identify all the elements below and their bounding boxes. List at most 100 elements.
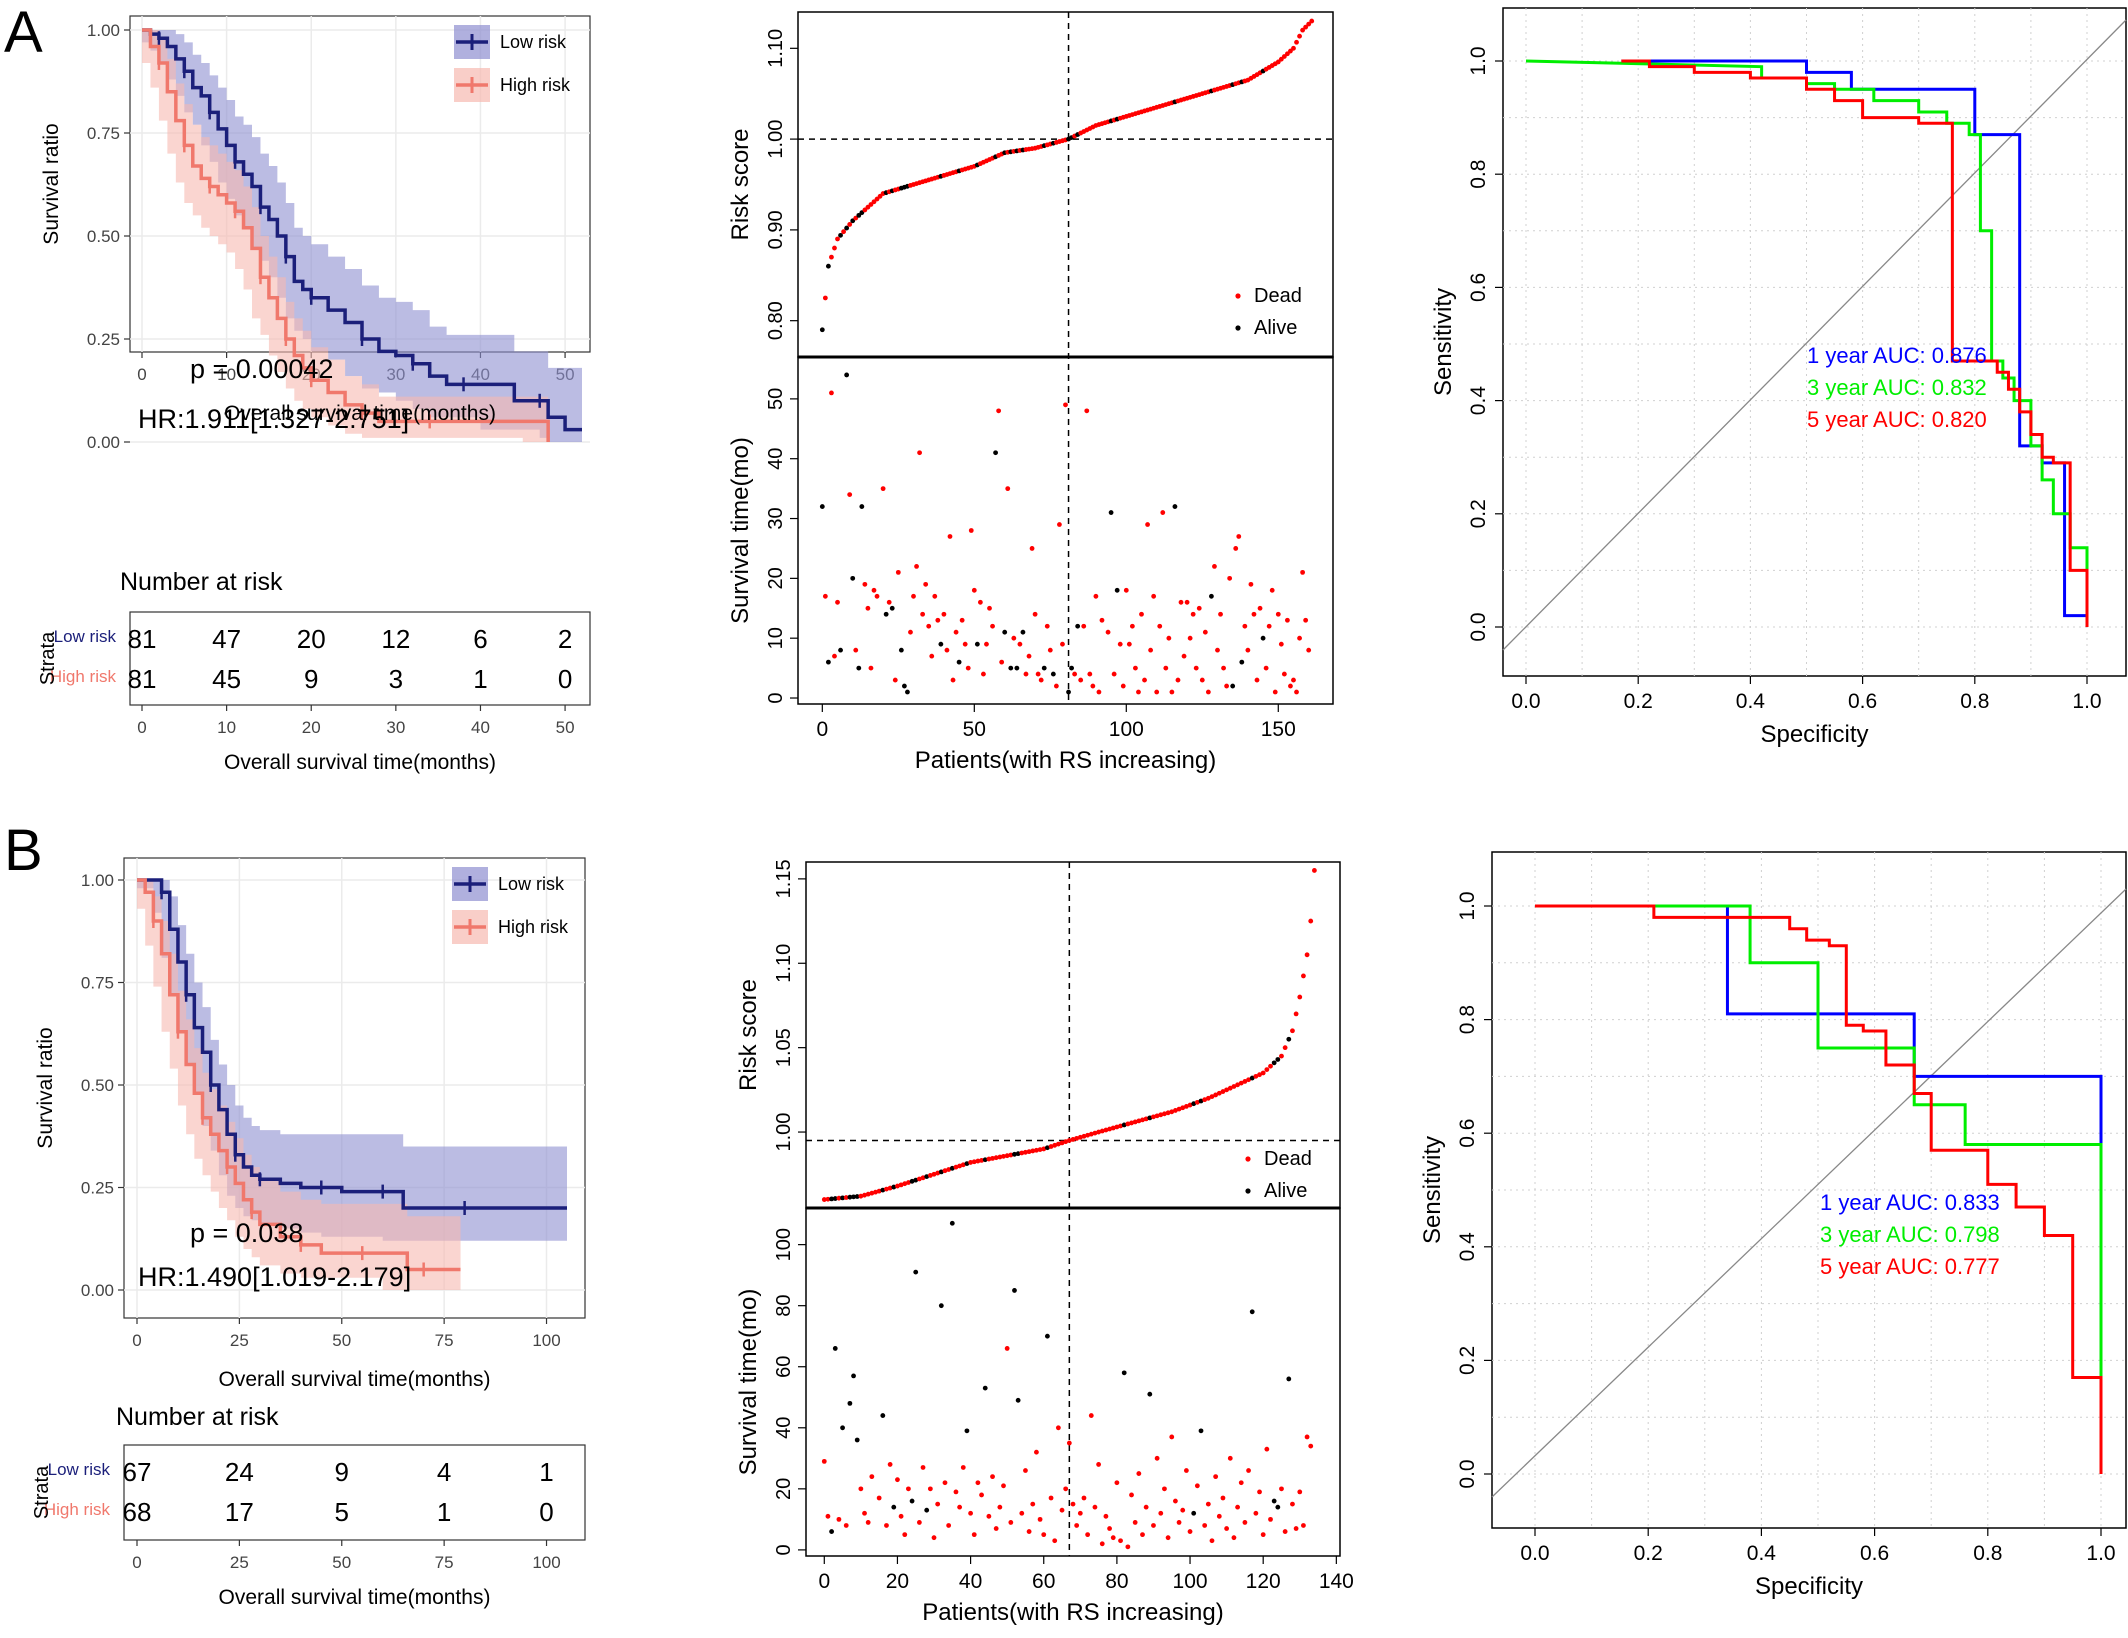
risk-score-point [1238, 1080, 1244, 1086]
risk-score-point [1183, 1103, 1189, 1109]
x-tick-label: 100 [532, 1553, 560, 1572]
survival-time-point [1173, 1498, 1178, 1504]
x-tick-label: 140 [1319, 1570, 1354, 1593]
y-axis-label: Survival ratio [40, 123, 63, 244]
risk-table-cell: 67 [123, 1457, 152, 1487]
survival-time-point [865, 605, 871, 611]
x-tick-label: 0.0 [1520, 1542, 1549, 1565]
y-tick-label: 0 [773, 1544, 795, 1555]
risk-score-point [1227, 1085, 1233, 1091]
survival-time-point [1178, 599, 1184, 605]
risk-score-point [1286, 1036, 1292, 1042]
risk-table-x-axis-label: Overall survival time(months) [224, 751, 496, 774]
survival-time-point [938, 641, 944, 647]
risk-score-point [821, 1197, 827, 1202]
y-tick-label: 1.0 [1456, 891, 1479, 920]
risk-score-point [1257, 1072, 1262, 1078]
survival-time-point [1221, 665, 1226, 671]
risk-score-point [916, 1176, 922, 1182]
y-tick-label: 0.0 [1467, 612, 1490, 641]
survival-time-point [911, 593, 916, 599]
survival-time-point [1037, 1516, 1043, 1522]
risk-score-point [964, 1161, 970, 1167]
survival-time-point [1175, 677, 1181, 683]
x-tick-label: 100 [1173, 1570, 1208, 1593]
survival-time-point [974, 641, 980, 647]
y-tick-label: 0.00 [87, 433, 120, 452]
survival-time-point [1019, 1510, 1025, 1516]
survival-time-point [1218, 611, 1223, 617]
survival-time-point [880, 486, 886, 492]
risk-score-point [1121, 1122, 1127, 1128]
risk-score-point [1114, 1124, 1120, 1130]
survival-time-point [1077, 1510, 1083, 1516]
risk-score-point [1012, 1151, 1017, 1157]
y-tick-label: 0.6 [1467, 273, 1490, 302]
risk-score-point [920, 1175, 926, 1181]
survival-time-point [1154, 689, 1160, 695]
survival-time-point [895, 569, 901, 575]
risk-table-cell: 9 [335, 1457, 349, 1487]
risk-score-point [840, 1195, 845, 1201]
risk-score-point [1194, 1099, 1200, 1105]
survival-time-point [1268, 1516, 1273, 1522]
y-tick-label: 1.00 [81, 871, 114, 890]
risk-score-point [836, 1195, 842, 1201]
x-tick-label: 20 [886, 1570, 909, 1593]
survival-time-point [901, 683, 907, 689]
risk-score-point [1107, 1126, 1112, 1132]
risk-score-plot-b: 1.00 1.05 1.10 1.15 0 20 40 60 80 100 0 20 40 60 80 100… [735, 859, 1354, 1626]
survival-time-point [889, 605, 895, 611]
y-tick-label: 10 [765, 627, 787, 649]
survival-time-point [1050, 671, 1056, 677]
risk-score-point [1308, 918, 1314, 924]
survival-time-point [1166, 635, 1172, 641]
survival-time-point [1148, 647, 1154, 653]
survival-time-point [1176, 1520, 1182, 1525]
risk-score-point [1231, 1084, 1237, 1089]
x-axis-label: Specificity [1760, 721, 1868, 748]
risk-score-point [865, 1191, 871, 1197]
survival-time-point [935, 1501, 941, 1507]
survival-time-point [914, 563, 919, 569]
ci-band-low-risk [137, 880, 567, 1241]
survival-time-point [1169, 689, 1175, 695]
survival-time-point [1236, 534, 1242, 539]
risk-score-point [1136, 1118, 1142, 1124]
risk-score-point [1169, 1109, 1175, 1115]
survival-time-point [1294, 689, 1299, 695]
survival-time-point [825, 1513, 831, 1519]
survival-time-point [898, 1513, 904, 1519]
risk-score-point [835, 236, 840, 242]
risk-score-point [841, 229, 846, 235]
survival-time-point [1139, 611, 1144, 617]
survival-time-point [1196, 605, 1202, 611]
hazard-ratio-annotation: HR:1.490[1.019-2.179] [138, 1262, 411, 1292]
risk-score-point [1037, 1147, 1043, 1153]
x-tick-label: 10 [217, 718, 236, 737]
x-tick-label: 1.0 [2072, 690, 2101, 713]
survival-time-point [1023, 671, 1029, 677]
risk-score-point [1118, 1123, 1123, 1129]
risk-score-point [997, 1154, 1003, 1160]
survival-time-point [1008, 1520, 1014, 1525]
risk-score-point [957, 1163, 963, 1169]
survival-time-point [987, 605, 992, 611]
risk-table-cell: 0 [539, 1497, 553, 1527]
survival-time-point [1266, 623, 1272, 629]
survival-time-point [1090, 683, 1096, 689]
risk-score-point [1048, 1144, 1054, 1149]
risk-score-point [1220, 1089, 1226, 1094]
survival-time-point [1257, 605, 1263, 611]
survival-time-point [1260, 1532, 1266, 1538]
survival-time-point [1108, 510, 1114, 515]
x-tick-label: 40 [959, 1570, 982, 1593]
survival-time-point [1224, 1526, 1230, 1531]
survival-time-point [977, 599, 983, 605]
y-axis-label-survival-time: Survival time(mo) [735, 1289, 762, 1476]
roc-curve-5-year [1621, 59, 2089, 627]
x-axis-label: Overall survival time(months) [219, 1368, 491, 1391]
risk-score-point [1187, 1102, 1193, 1108]
survival-time-point [1074, 1523, 1080, 1528]
survival-curve-high-risk [142, 28, 550, 442]
